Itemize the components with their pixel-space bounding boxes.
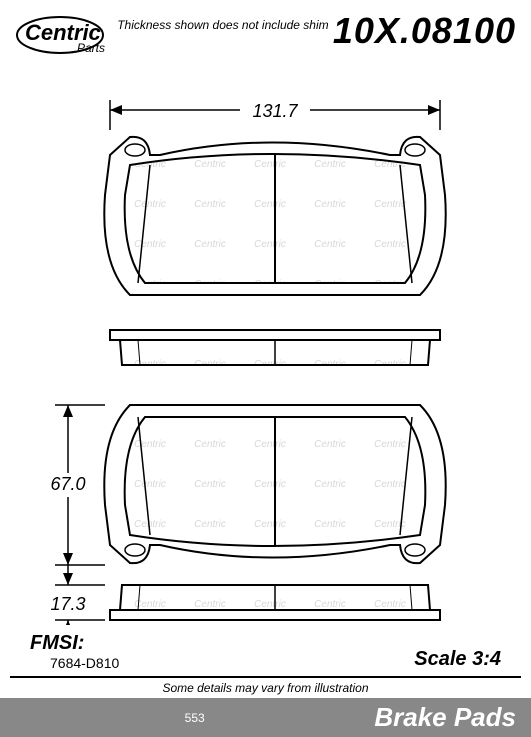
details-note: Some details may vary from illustration bbox=[10, 676, 521, 698]
thickness-value: 17.3 bbox=[50, 594, 85, 614]
footer-bar: 553 Brake Pads bbox=[0, 698, 531, 737]
top-pad-view bbox=[104, 137, 445, 295]
footer: FMSI: 7684-D810 Scale 3:4 Some details m… bbox=[0, 632, 531, 737]
fmsi-value: 7684-D810 bbox=[50, 655, 119, 671]
header: Centric Parts Thickness shown does not i… bbox=[0, 0, 531, 65]
width-dimension: 131.7 bbox=[110, 100, 440, 130]
fmsi-label: FMSI: bbox=[30, 632, 119, 655]
height-value: 67.0 bbox=[50, 474, 85, 494]
scale-label: Scale 3:4 bbox=[414, 648, 501, 671]
part-number: 10X.08100 bbox=[333, 10, 516, 52]
fmsi-block: FMSI: 7684-D810 bbox=[30, 632, 119, 671]
bottom-pad-view bbox=[104, 405, 445, 563]
page-number: 553 bbox=[185, 711, 205, 725]
width-value: 131.7 bbox=[252, 101, 298, 121]
category-label: Brake Pads bbox=[374, 702, 516, 733]
thickness-dimension: 17.3 bbox=[50, 565, 105, 625]
brand-sub: Parts bbox=[77, 41, 105, 55]
top-side-view bbox=[110, 330, 440, 365]
brake-pad-diagram: Centric 131.7 bbox=[0, 65, 531, 625]
bottom-side-view bbox=[110, 585, 440, 620]
height-dimension: 67.0 bbox=[50, 405, 105, 565]
footer-upper: FMSI: 7684-D810 Scale 3:4 bbox=[0, 632, 531, 676]
thickness-note: Thickness shown does not include shim bbox=[117, 18, 328, 32]
diagram-area: Centric 131.7 bbox=[0, 65, 531, 625]
brand-logo: Centric Parts bbox=[15, 10, 105, 60]
